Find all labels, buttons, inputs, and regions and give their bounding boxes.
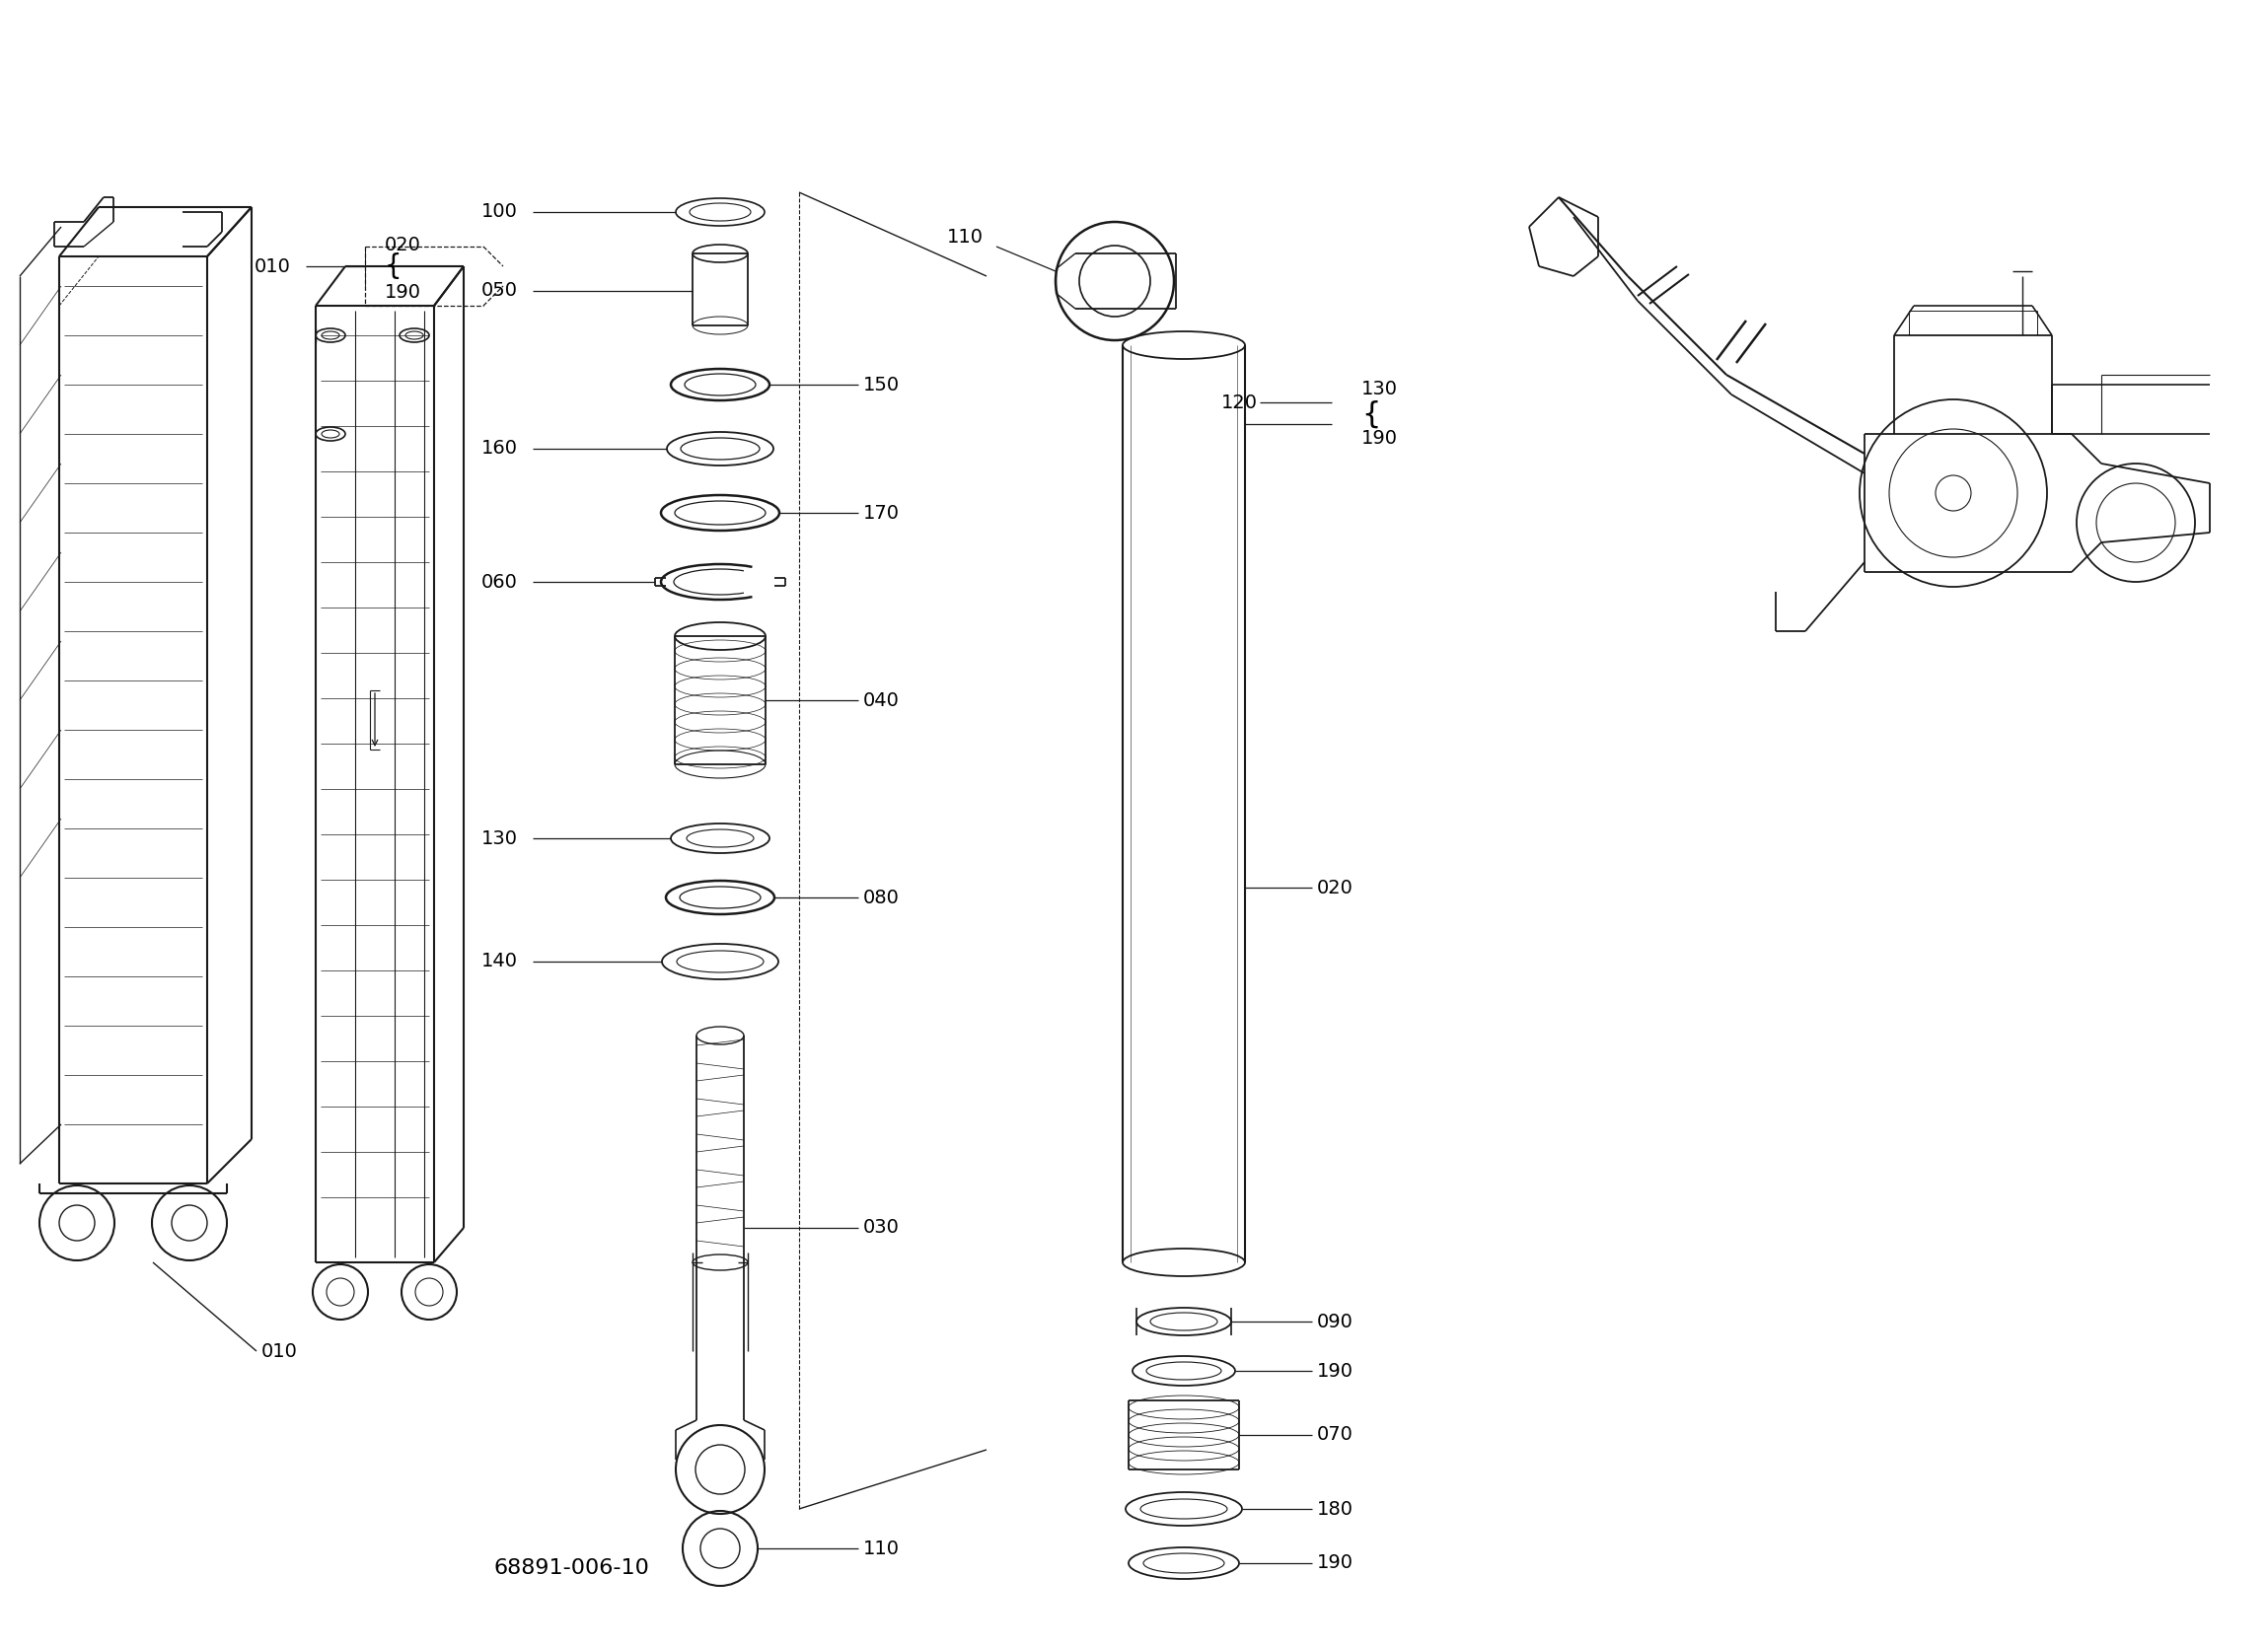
Text: 130: 130 bbox=[481, 828, 517, 848]
Text: 080: 080 bbox=[864, 888, 900, 907]
Text: 020: 020 bbox=[386, 236, 422, 254]
Text: 190: 190 bbox=[1318, 1362, 1354, 1380]
Text: {: { bbox=[386, 252, 401, 280]
Text: 130: 130 bbox=[1361, 380, 1397, 399]
Text: 090: 090 bbox=[1318, 1313, 1354, 1331]
Text: 68891-006-10: 68891-006-10 bbox=[492, 1558, 649, 1578]
Text: 010: 010 bbox=[261, 1342, 297, 1360]
Text: 160: 160 bbox=[481, 440, 517, 458]
Text: 030: 030 bbox=[864, 1219, 900, 1237]
Text: 020: 020 bbox=[1318, 878, 1354, 898]
Text: 190: 190 bbox=[1361, 430, 1397, 448]
Text: 010: 010 bbox=[254, 257, 290, 275]
Text: 140: 140 bbox=[481, 952, 517, 972]
Text: 100: 100 bbox=[481, 203, 517, 221]
Text: 180: 180 bbox=[1318, 1499, 1354, 1519]
Text: {: { bbox=[1361, 400, 1381, 428]
Text: 120: 120 bbox=[1220, 394, 1259, 412]
Text: 050: 050 bbox=[481, 282, 517, 300]
Text: 170: 170 bbox=[864, 504, 900, 522]
Text: 110: 110 bbox=[864, 1538, 900, 1558]
Text: 040: 040 bbox=[864, 690, 900, 710]
Text: 070: 070 bbox=[1318, 1426, 1354, 1444]
Text: 110: 110 bbox=[948, 227, 984, 245]
Text: 190: 190 bbox=[386, 283, 422, 301]
Text: 190: 190 bbox=[1318, 1553, 1354, 1573]
Text: 060: 060 bbox=[481, 573, 517, 591]
Text: 150: 150 bbox=[864, 376, 900, 394]
